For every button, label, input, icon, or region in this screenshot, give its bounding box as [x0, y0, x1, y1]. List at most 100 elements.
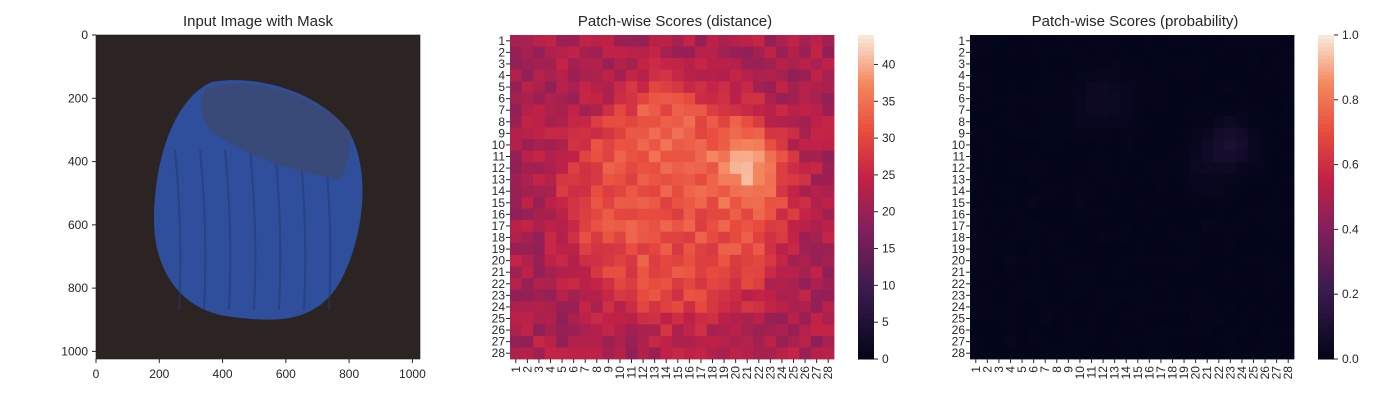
heatmap-cell — [970, 301, 982, 314]
heatmap-cell — [1051, 173, 1063, 186]
heatmap-cell — [648, 58, 661, 71]
heatmap-cell — [1027, 208, 1040, 221]
heatmap-cell — [741, 162, 754, 175]
colorbar-segment — [1318, 124, 1334, 129]
heatmap-cell — [556, 347, 569, 360]
heatmap-cell — [1178, 289, 1191, 302]
heatmap-cell — [591, 104, 603, 117]
heatmap-cell — [1213, 335, 1225, 348]
heatmap-cell — [1120, 104, 1133, 117]
heatmap-cell — [695, 347, 708, 360]
heatmap-cell — [1051, 46, 1063, 59]
heatmap-cell — [1155, 104, 1168, 117]
heatmap-cell — [1004, 46, 1017, 59]
heatmap-cell — [822, 92, 835, 105]
heatmap-cell — [706, 127, 719, 140]
heatmap-cell — [1051, 347, 1063, 360]
heatmap-cell — [521, 69, 534, 82]
heatmap-cell — [556, 173, 569, 186]
heatmap-cell — [591, 243, 603, 256]
heatmap-cell — [1108, 46, 1121, 59]
heatmap-cell — [1189, 58, 1202, 71]
heatmap-cell — [544, 81, 557, 94]
heatmap-cell — [764, 35, 777, 47]
heatmap-cell — [567, 150, 580, 163]
y-tick-label: 20 — [492, 254, 506, 268]
heatmap-cell — [764, 150, 777, 163]
hazelnut-cap — [201, 83, 351, 180]
panel-distance-title: Patch-wise Scores (distance) — [578, 13, 772, 30]
heatmap-cell — [1039, 92, 1052, 105]
heatmap-cell — [776, 335, 789, 348]
heatmap-cell — [1132, 301, 1144, 314]
heatmap-cell — [556, 301, 569, 314]
heatmap-cell — [660, 289, 673, 302]
heatmap-cell — [1236, 127, 1249, 140]
colorbar-segment — [858, 221, 874, 226]
colorbar-segment — [1318, 184, 1334, 190]
heatmap-cell — [521, 301, 534, 314]
colorbar-segment — [1318, 205, 1334, 210]
heatmap-cell — [1155, 69, 1168, 82]
heatmap-cell — [614, 312, 627, 325]
y-tick-label: 800 — [68, 281, 88, 295]
heatmap-cell — [1236, 231, 1249, 244]
colorbar-segment — [1318, 201, 1334, 206]
heatmap-cell — [695, 197, 708, 209]
heatmap-cell — [1051, 35, 1063, 47]
heatmap-cell — [1027, 58, 1040, 71]
heatmap-cell — [556, 92, 569, 105]
heatmap-cell — [1132, 69, 1144, 82]
colorbar-segment — [858, 176, 874, 182]
heatmap-cell — [1282, 185, 1295, 198]
heatmap-cell — [637, 185, 650, 198]
heatmap-cell — [706, 35, 719, 47]
heatmap-cell — [1062, 116, 1075, 128]
x-tick-label: 2 — [980, 366, 994, 373]
heatmap-cell — [1097, 69, 1110, 82]
heatmap-cell — [637, 58, 650, 71]
heatmap-cell — [567, 58, 580, 71]
heatmap-cell — [1155, 243, 1168, 256]
heatmap-cell — [1120, 46, 1133, 59]
heatmap-cell — [1085, 69, 1098, 82]
heatmap-cell — [787, 278, 800, 290]
heatmap-cell — [1085, 301, 1098, 314]
heatmap-cell — [614, 266, 627, 279]
heatmap-cell — [981, 243, 994, 256]
heatmap-cell — [544, 231, 557, 244]
heatmap-cell — [993, 162, 1006, 175]
heatmap-cell — [764, 301, 777, 314]
heatmap-cell — [683, 347, 696, 360]
heatmap-cell — [1282, 116, 1295, 128]
heatmap-cell — [579, 266, 592, 279]
heatmap-cell — [1247, 127, 1260, 140]
colorbar-segment — [858, 310, 874, 315]
heatmap-cell — [1074, 335, 1087, 348]
heatmap-cell — [741, 301, 754, 314]
heatmap-cell — [1270, 312, 1283, 325]
heatmap-cell — [1016, 116, 1029, 128]
heatmap-cell — [718, 35, 731, 47]
heatmap-cell — [776, 104, 789, 117]
heatmap-cell — [741, 116, 754, 128]
x-tick-label: 23 — [763, 366, 777, 380]
heatmap-cell — [510, 243, 522, 256]
heatmap-cell — [579, 162, 592, 175]
heatmap-cell — [1016, 185, 1029, 198]
heatmap-cell — [510, 116, 522, 128]
heatmap-cell — [764, 278, 777, 290]
heatmap-cell — [1189, 173, 1202, 186]
x-tick-label: 16 — [1142, 366, 1156, 380]
heatmap-cell — [521, 81, 534, 94]
y-tick-label: 23 — [492, 288, 506, 302]
heatmap-cell — [1189, 69, 1202, 82]
heatmap-cell — [544, 150, 557, 163]
heatmap-cell — [625, 231, 638, 244]
heatmap-cell — [1074, 278, 1087, 290]
heatmap-cell — [1166, 278, 1179, 290]
heatmap-cell — [706, 254, 719, 267]
colorbar-tick-label: 0.4 — [1342, 222, 1359, 236]
heatmap-cell — [1259, 208, 1272, 221]
